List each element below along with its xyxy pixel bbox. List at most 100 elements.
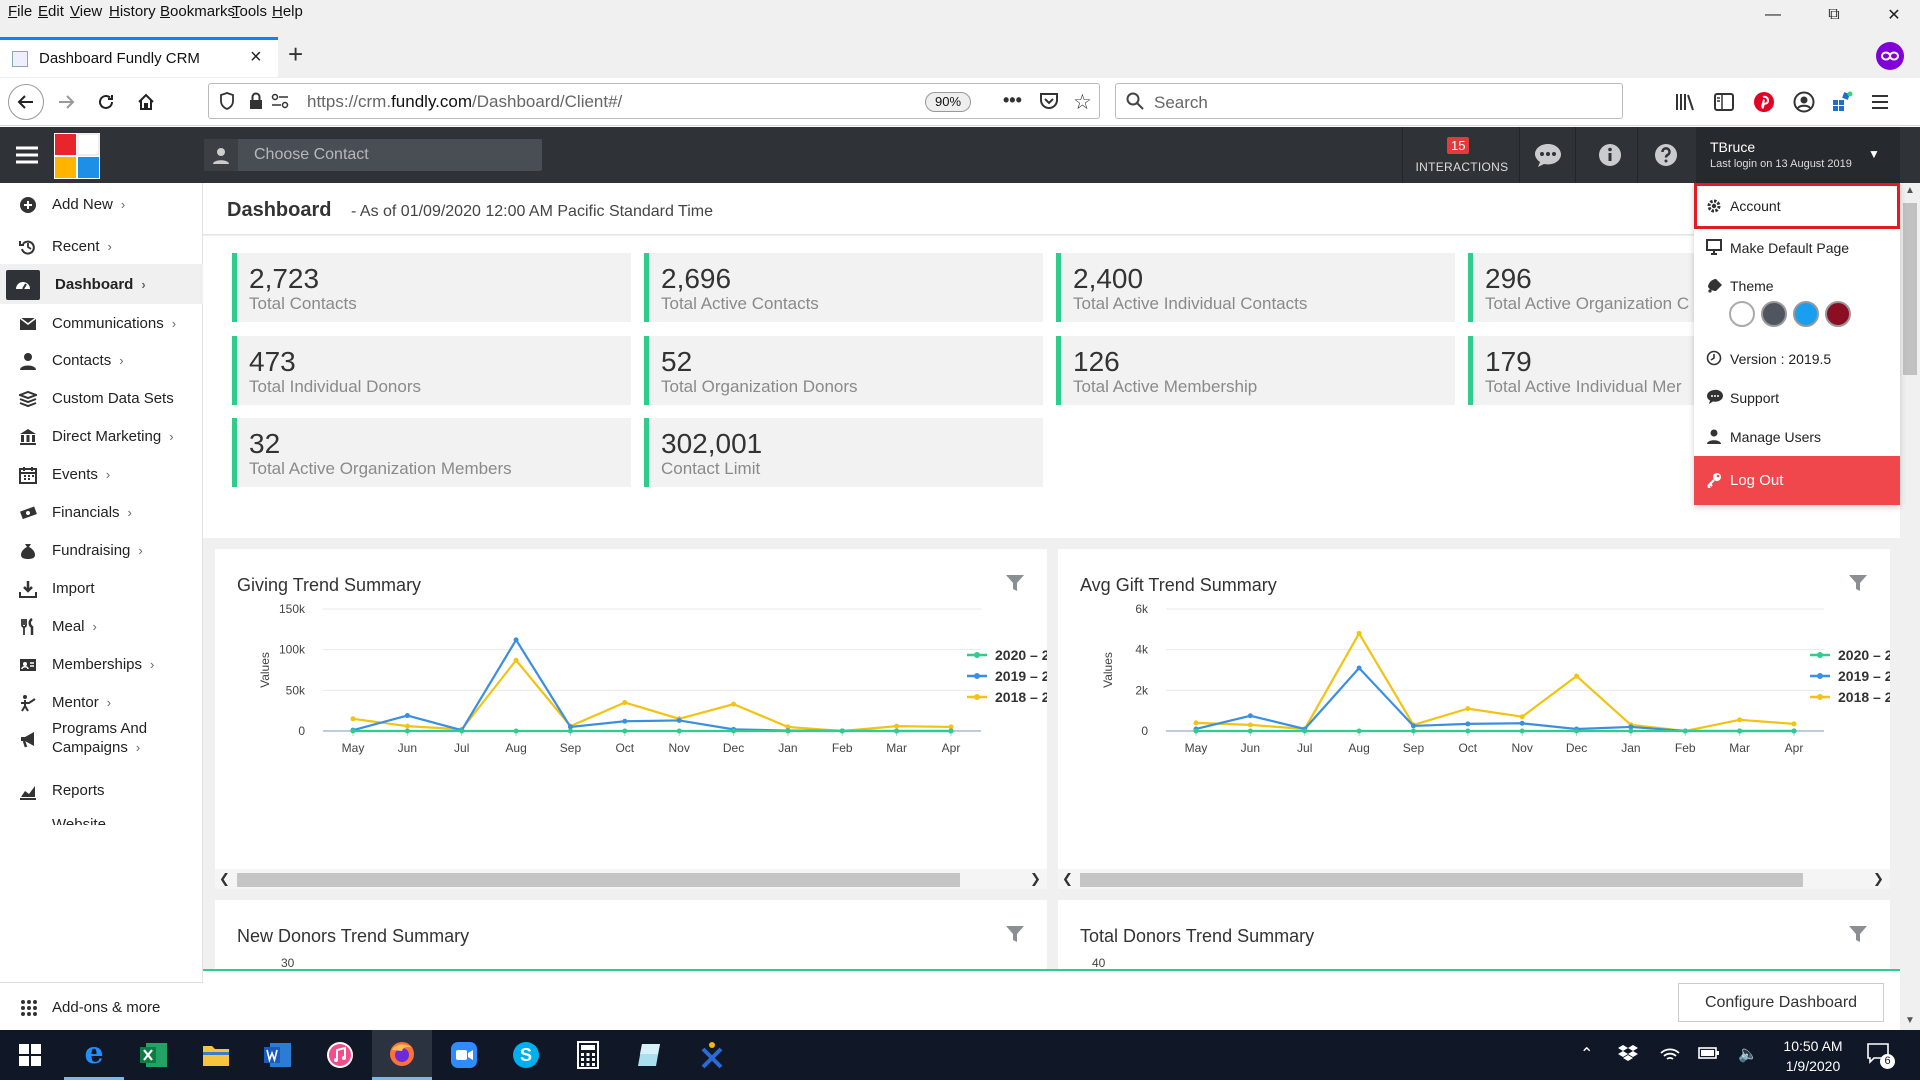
forward-arrow-icon[interactable] — [50, 86, 82, 118]
zoom-level[interactable]: 90% — [925, 92, 971, 112]
menu-file[interactable]: File — [8, 3, 33, 20]
bookmark-star-icon[interactable]: ☆ — [1073, 91, 1092, 114]
theme-swatch-white[interactable] — [1729, 301, 1755, 327]
home-icon[interactable] — [130, 86, 162, 118]
sidebar-item-mentor[interactable]: Mentor › — [0, 682, 203, 722]
fundly-logo[interactable] — [54, 133, 100, 179]
filter-icon[interactable] — [1848, 924, 1868, 944]
sidebar-item-memberships[interactable]: Memberships › — [0, 644, 203, 684]
user-menu-toggle[interactable]: TBruce Last login on 13 August 2019 ▼ — [1696, 127, 1900, 183]
dropbox-icon[interactable] — [1618, 1044, 1638, 1062]
shield-icon[interactable] — [219, 92, 235, 110]
url-text[interactable]: https://crm.fundly.com/Dashboard/Client#… — [307, 92, 622, 112]
kpi-tile[interactable]: 52 Total Organization Donors — [644, 336, 1043, 405]
file-explorer-icon[interactable] — [186, 1030, 246, 1080]
interactions-button[interactable]: 15 INTERACTIONS — [1402, 127, 1520, 183]
pocket-icon[interactable] — [1039, 92, 1059, 110]
sidebar-item-fundraising[interactable]: Fundraising › — [0, 530, 203, 570]
menu-tools[interactable]: Tools — [232, 3, 268, 20]
pinterest-icon[interactable] — [1748, 86, 1780, 118]
kpi-tile[interactable]: 32 Total Active Organization Members — [232, 418, 631, 487]
word-icon[interactable] — [248, 1030, 308, 1080]
skype-icon[interactable]: S — [496, 1030, 556, 1080]
back-arrow-icon[interactable] — [8, 84, 44, 120]
menu-edit[interactable]: Edit — [38, 3, 64, 20]
sidebar-item-reports[interactable]: Reports — [0, 770, 203, 810]
theme-swatch-maroon[interactable] — [1825, 301, 1851, 327]
show-hidden-icons-icon[interactable]: ⌃ — [1580, 1046, 1594, 1063]
zoom-app-icon[interactable] — [434, 1030, 494, 1080]
app-x-icon[interactable] — [682, 1030, 742, 1080]
lock-icon[interactable] — [249, 92, 263, 110]
scroll-thumb[interactable] — [1080, 873, 1803, 887]
chart-horizontal-scrollbar[interactable]: ❮ ❯ — [215, 869, 1047, 889]
scroll-up-icon[interactable]: ▲ — [1905, 185, 1915, 196]
kpi-tile[interactable]: 473 Total Individual Donors — [232, 336, 631, 405]
notification-center-icon[interactable] — [1866, 1042, 1890, 1064]
account-circle-icon[interactable] — [1788, 86, 1820, 118]
sidebar-item-dashboard[interactable]: Dashboard › — [0, 264, 203, 304]
info-icon[interactable] — [1582, 127, 1638, 183]
scroll-right-icon[interactable]: ❯ — [1030, 871, 1041, 886]
filter-icon[interactable] — [1848, 573, 1868, 593]
hamburger-menu-icon[interactable] — [16, 146, 38, 164]
theme-swatch-gray[interactable] — [1761, 301, 1787, 327]
itunes-icon[interactable] — [310, 1030, 370, 1080]
kpi-tile[interactable]: 2,400 Total Active Individual Contacts — [1056, 253, 1455, 322]
app-tile-icon[interactable] — [620, 1030, 680, 1080]
kpi-tile[interactable]: 126 Total Active Membership — [1056, 336, 1455, 405]
menu-item-account[interactable]: Account — [1694, 183, 1900, 229]
kpi-tile[interactable]: 2,696 Total Active Contacts — [644, 253, 1043, 322]
excel-icon[interactable] — [124, 1030, 184, 1080]
scroll-thumb[interactable] — [1903, 203, 1917, 375]
kpi-tile[interactable]: 2,723 Total Contacts — [232, 253, 631, 322]
extensions-icon[interactable] — [1826, 86, 1858, 118]
sidebar-item-communications[interactable]: Communications › — [0, 303, 203, 343]
wifi-icon[interactable] — [1660, 1044, 1680, 1062]
menu-item-support[interactable]: Support — [1694, 383, 1900, 413]
sidebar-item-contacts[interactable]: Contacts › — [0, 340, 203, 380]
volume-icon[interactable]: 🔈 — [1738, 1046, 1758, 1063]
page-vertical-scrollbar[interactable]: ▲ ▼ — [1900, 183, 1920, 1030]
scroll-thumb[interactable] — [237, 873, 960, 887]
firefox-icon[interactable] — [372, 1030, 432, 1080]
browser-tab[interactable]: Dashboard Fundly CRM × — [0, 37, 278, 77]
sidebar-item-financials[interactable]: Financials › — [0, 492, 203, 532]
configure-dashboard-button[interactable]: Configure Dashboard — [1678, 983, 1884, 1022]
kpi-tile[interactable]: 302,001 Contact Limit — [644, 418, 1043, 487]
addons-and-more[interactable]: Add-ons & more — [0, 982, 203, 1030]
tab-close-icon[interactable]: × — [250, 46, 262, 68]
sidebar-item-add-new[interactable]: Add New › — [0, 184, 203, 224]
sidebar-item-website[interactable]: Website — [0, 811, 203, 825]
sidebar-item-programs-and-campaigns[interactable]: Programs And Campaigns › — [0, 713, 203, 765]
scroll-left-icon[interactable]: ❮ — [219, 871, 230, 886]
url-bar[interactable]: https://crm.fundly.com/Dashboard/Client#… — [208, 83, 1100, 119]
sidebar-item-meal[interactable]: Meal › — [0, 606, 203, 646]
filter-icon[interactable] — [1005, 573, 1025, 593]
menu-view[interactable]: View — [70, 3, 103, 20]
windows-start-icon[interactable] — [0, 1030, 60, 1080]
scroll-right-icon[interactable]: ❯ — [1873, 871, 1884, 886]
minimize-window-icon[interactable]: — — [1765, 6, 1781, 23]
menu-bookmarks[interactable]: Bookmarks — [160, 3, 236, 20]
close-window-icon[interactable]: ✕ — [1887, 7, 1901, 24]
chat-icon[interactable] — [1520, 127, 1576, 183]
filter-icon[interactable] — [1005, 924, 1025, 944]
new-tab-button[interactable]: + — [288, 39, 304, 69]
menu-item-make-default-page[interactable]: Make Default Page — [1694, 233, 1900, 263]
page-actions-icon[interactable]: ••• — [1003, 90, 1022, 110]
sidebar-item-recent[interactable]: Recent › — [0, 226, 203, 266]
menu-history[interactable]: History — [109, 3, 156, 20]
sidebar-item-import[interactable]: Import — [0, 568, 203, 608]
restore-window-icon[interactable]: ⧉ — [1828, 6, 1840, 23]
help-icon[interactable] — [1638, 127, 1694, 183]
search-bar[interactable]: Search — [1115, 83, 1623, 119]
app-menu-icon[interactable] — [1864, 86, 1896, 118]
menu-help[interactable]: Help — [272, 3, 303, 20]
choose-contact-field[interactable]: Choose Contact — [204, 139, 542, 171]
edge-icon[interactable]: e — [64, 1030, 124, 1080]
theme-swatch-blue[interactable] — [1793, 301, 1819, 327]
sidebar-item-custom-data-sets[interactable]: Custom Data Sets — [0, 378, 203, 418]
scroll-down-icon[interactable]: ▼ — [1905, 1015, 1915, 1026]
permissions-icon[interactable] — [271, 93, 289, 109]
